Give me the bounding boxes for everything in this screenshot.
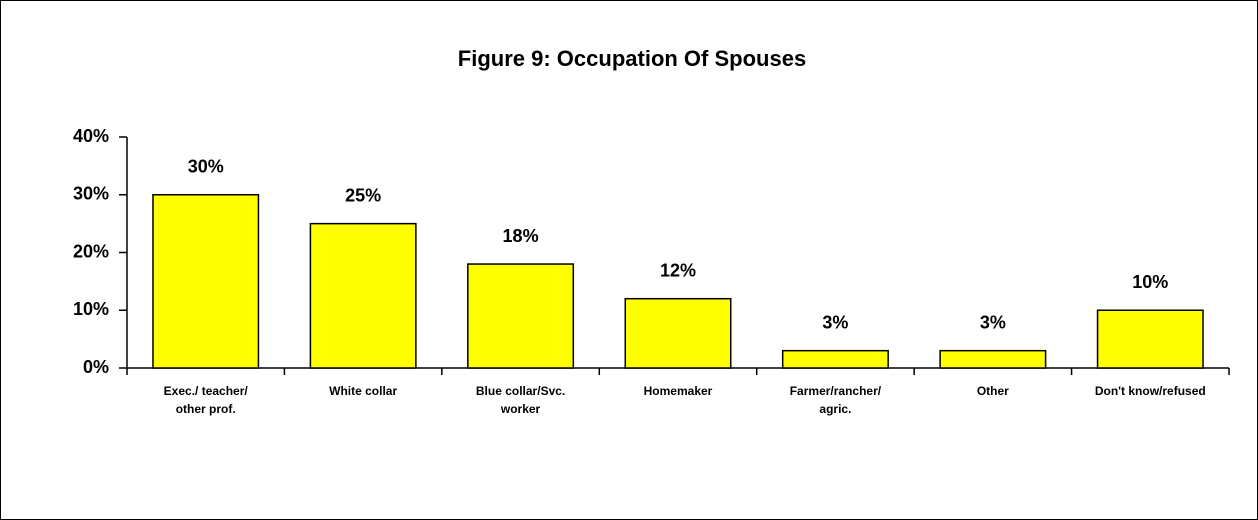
x-tick-label: Exec./ teacher/ other prof. <box>163 384 248 416</box>
value-label: 30% <box>188 157 224 177</box>
bar <box>309 222 417 369</box>
chart-title: Figure 9: Occupation Of Spouses <box>458 46 806 71</box>
value-label: 18% <box>503 226 539 246</box>
y-tick-label: 40% <box>73 126 109 146</box>
y-tick-label: 20% <box>73 241 109 261</box>
y-tick-label: 10% <box>73 299 109 319</box>
y-tick-label: 0% <box>83 357 109 377</box>
x-tick-label: Homemaker <box>643 384 713 398</box>
bar <box>1096 309 1204 369</box>
bar <box>152 194 260 369</box>
value-label: 12% <box>660 260 696 280</box>
value-label: 25% <box>345 185 381 205</box>
x-tick-label: Don't know/refused <box>1094 384 1206 398</box>
y-tick-label: 30% <box>73 184 109 204</box>
bar <box>624 297 732 369</box>
bar <box>467 263 575 369</box>
x-tick-label: Blue collar/Svc. worker <box>475 384 566 416</box>
bar <box>781 349 889 369</box>
x-tick-label: Other <box>976 384 1009 398</box>
value-label: 3% <box>980 312 1006 332</box>
x-tick-label: White collar <box>329 384 398 398</box>
bar <box>939 349 1047 369</box>
x-tick-label: Farmer/rancher/ agric. <box>789 384 882 416</box>
value-label: 10% <box>1132 272 1168 292</box>
value-label: 3% <box>822 312 848 332</box>
